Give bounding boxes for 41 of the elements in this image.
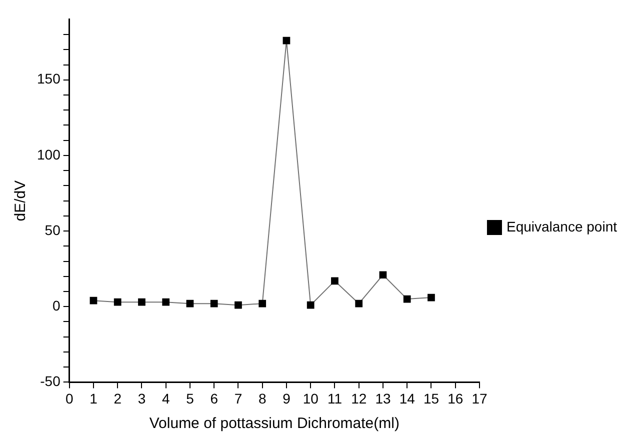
- x-tick-label: 10: [302, 390, 319, 406]
- point: [210, 300, 218, 308]
- x-tick-label: 13: [375, 390, 391, 406]
- y-tick-label: 0: [52, 297, 61, 314]
- point: [186, 300, 194, 308]
- x-tick-label: 3: [138, 390, 146, 406]
- x-tick-label: 16: [448, 390, 464, 406]
- point: [258, 300, 266, 308]
- point: [138, 298, 146, 306]
- point: [355, 300, 363, 308]
- legend-label: Equivalance point: [506, 218, 618, 234]
- x-tick-label: 8: [258, 390, 266, 406]
- point: [90, 296, 98, 304]
- point: [403, 295, 411, 303]
- point: [428, 294, 435, 302]
- x-tick-label: 1: [90, 390, 98, 406]
- point: [114, 298, 122, 306]
- point: [234, 301, 242, 309]
- x-axis-title: Volume of pottassium Dichromate(ml): [149, 415, 400, 432]
- y-tick-label: 100: [37, 146, 61, 162]
- x-tick-label: 14: [399, 390, 416, 406]
- y-tick-label: 50: [44, 222, 61, 238]
- x-tick-label: 2: [114, 390, 122, 406]
- x-tick-label: 5: [186, 390, 194, 406]
- y-axis-title: dE/dV: [12, 180, 30, 222]
- x-tick-label: 17: [472, 390, 488, 406]
- point: [282, 36, 290, 44]
- x-tick-label: 7: [234, 390, 242, 406]
- x-tick-label: 9: [282, 390, 291, 406]
- point: [379, 271, 387, 279]
- x-tick-label: 12: [351, 390, 367, 406]
- point: [306, 301, 314, 309]
- y-tick-label: -50: [40, 373, 61, 390]
- x-tick-label: 4: [162, 390, 170, 406]
- point: [162, 298, 170, 306]
- point: [331, 277, 338, 285]
- x-tick-label: 11: [327, 390, 342, 406]
- y-tick-label: 150: [37, 70, 61, 87]
- x-tick-label: 6: [210, 390, 218, 406]
- x-tick-label: 15: [423, 390, 440, 406]
- x-tick-label: 0: [65, 390, 74, 406]
